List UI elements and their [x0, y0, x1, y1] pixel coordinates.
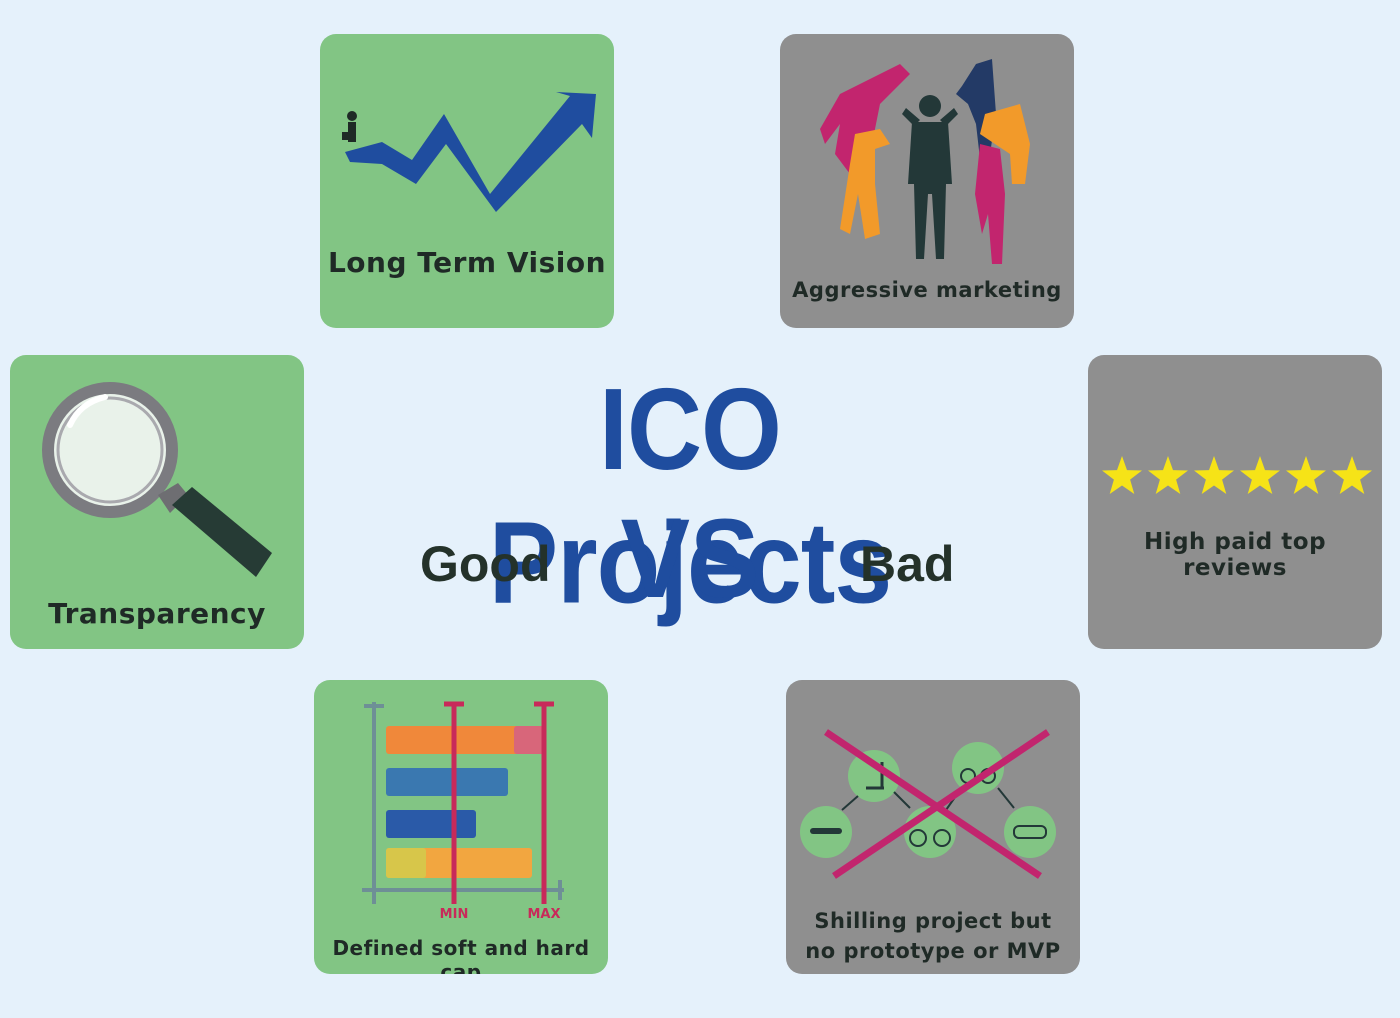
card-label-line1: Shilling project but [814, 909, 1052, 933]
card-label: Shilling project but no prototype or MVP [786, 906, 1080, 966]
card-label-line2: no prototype or MVP [805, 939, 1061, 963]
min-label: MIN [440, 907, 469, 922]
star-icon [1332, 456, 1372, 494]
vs-heading: VS [620, 496, 760, 622]
cap-bar-chart-icon: MIN MAX [362, 701, 564, 922]
card-label: Long Term Vision [327, 246, 607, 279]
card-label: Defined soft and hard cap [332, 936, 590, 974]
six-stars-icon [1102, 456, 1372, 494]
star-icon [1240, 456, 1280, 494]
card-long-term-vision: Long Term Vision [320, 34, 614, 328]
star-icon [1148, 456, 1188, 494]
card-label: Transparency [48, 597, 266, 630]
card-transparency: Transparency [10, 355, 304, 649]
card-paid-reviews: High paid top reviews [1088, 355, 1382, 649]
card-label: High paid top reviews [1143, 529, 1327, 581]
star-icon [1102, 456, 1142, 494]
page-title: ICO Projects [488, 364, 892, 629]
good-heading: Good [420, 536, 551, 592]
card-aggressive-marketing: Aggressive marketing [780, 34, 1074, 328]
card-label: Aggressive marketing [792, 278, 1062, 302]
crossed-mvp-path-icon [800, 729, 1056, 879]
star-icon [1194, 456, 1234, 494]
card-no-prototype: Shilling project but no prototype or MVP [786, 680, 1080, 974]
max-label: MAX [527, 907, 560, 922]
magnifying-glass-icon [42, 382, 272, 577]
rising-arrow-icon [342, 92, 596, 212]
star-icon [1286, 456, 1326, 494]
megaphone-crowd-icon [820, 59, 1030, 264]
card-soft-hard-cap: MIN MAX Defined soft and hard cap [314, 680, 608, 974]
bad-heading: Bad [860, 536, 955, 592]
